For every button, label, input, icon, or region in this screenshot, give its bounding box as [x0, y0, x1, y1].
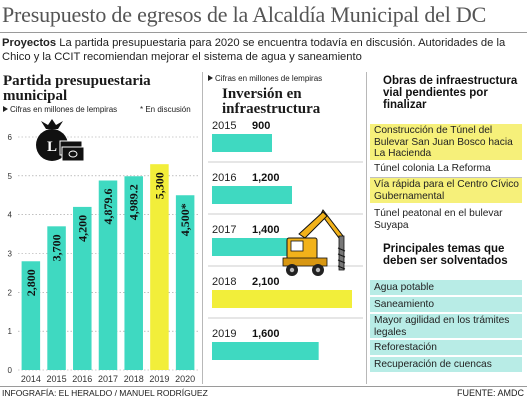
column-divider-left — [202, 72, 203, 384]
investment-bar — [212, 186, 292, 204]
bar — [124, 176, 143, 370]
topic-item: Recuperación de cuencas — [370, 357, 522, 372]
year-label: 2015 — [212, 120, 236, 132]
intro-paragraph: Proyectos La partida presupuestaria para… — [2, 36, 525, 64]
y-tick-label: 4 — [8, 211, 13, 220]
excavator-icon — [282, 209, 346, 276]
value-label: 1,600 — [252, 328, 280, 340]
bar-data-label: 4,500* — [178, 203, 192, 236]
left-subtitle-text: Cifras en millones de lempiras — [10, 105, 118, 114]
y-tick-label: 0 — [8, 366, 13, 375]
bar-data-label: 2,800 — [24, 269, 38, 296]
x-tick-label: 2014 — [21, 374, 41, 384]
triangle-bullet-icon — [208, 75, 213, 81]
bar — [73, 206, 92, 370]
title-divider — [0, 32, 527, 33]
value-label: 900 — [252, 120, 270, 132]
investment-bar — [212, 238, 306, 256]
budget-bar-chart: 0 1 2 3 4 5 6 L 2,800 2014 3,700 2015 4,200 2016 4,8… — [8, 119, 198, 384]
middle-chart-title: Inversión en infraestructura — [222, 86, 321, 117]
pending-item: Vía rápida para el Centro Cívico Guberna… — [370, 178, 522, 203]
bar-chart-bars: 2,800 2014 3,700 2015 4,200 2016 4,879.6 2017 4,… — [21, 164, 195, 384]
year-label: 2017 — [212, 224, 236, 236]
x-tick-label: 2015 — [47, 374, 67, 384]
middle-subtitle-text: Cifras en millones de lempiras — [215, 74, 323, 83]
topics-title: Principales temas que deben ser solventa… — [383, 243, 508, 267]
bar — [175, 195, 195, 370]
column-divider-right — [366, 72, 367, 384]
y-tick-label: 6 — [8, 133, 13, 142]
year-label: 2018 — [212, 276, 236, 288]
bar — [21, 261, 41, 370]
year-label: 2016 — [212, 172, 236, 184]
year-label: 2019 — [212, 328, 236, 340]
money-bag-icon: L — [36, 119, 85, 162]
value-label: 1,400 — [252, 224, 280, 236]
y-tick-label: 5 — [8, 172, 13, 181]
x-tick-label: 2020 — [175, 374, 195, 384]
left-chart-note: * En discusión — [140, 105, 191, 114]
bar-chart-grid: 0 1 2 3 4 5 6 — [8, 133, 198, 375]
x-tick-label: 2018 — [124, 374, 144, 384]
y-tick-label: 2 — [8, 288, 13, 297]
y-tick-label: 3 — [8, 250, 13, 259]
svg-text:L: L — [47, 139, 57, 155]
intro-text: La partida presupuestaria para 2020 se e… — [2, 37, 506, 63]
value-label: 2,100 — [252, 276, 280, 288]
source-text: FUENTE: AMDC — [456, 388, 524, 398]
x-tick-label: 2017 — [98, 374, 118, 384]
x-tick-label: 2019 — [149, 374, 169, 384]
pending-item: Túnel peatonal en el bulevar Suyapa — [374, 208, 503, 231]
credit-text: INFOGRAFÍA: EL HERALDO / MANUEL RODRÍGUE… — [2, 388, 208, 398]
x-tick-label: 2016 — [72, 374, 92, 384]
value-label: 1,200 — [252, 172, 280, 184]
topic-item: Reforestación — [370, 340, 522, 355]
investment-bar — [212, 134, 272, 152]
bar — [98, 180, 118, 370]
intro-bold: Proyectos — [2, 37, 57, 49]
topic-item: Mayor agilidad en los trámites legales — [370, 314, 522, 338]
bar — [150, 164, 169, 370]
bar-data-label: 4,989.2 — [127, 184, 141, 220]
investment-bars: 2015 900 2016 1,200 2017 1,400 2018 2,100 2019 1,… — [208, 120, 363, 360]
triangle-bullet-icon — [3, 106, 8, 112]
topic-item: Saneamiento — [370, 297, 522, 312]
left-chart-subtitle: Cifras en millones de lempiras — [3, 105, 117, 114]
bar-data-label: 5,300 — [152, 172, 166, 199]
bar-data-label: 3,700 — [50, 234, 64, 261]
bar-data-label: 4,200 — [75, 215, 89, 242]
page-title: Presupuesto de egresos de la Alcaldía Mu… — [2, 2, 487, 27]
footer-divider — [0, 386, 527, 387]
y-tick-label: 1 — [8, 327, 13, 336]
left-chart-title: Partida presupuestaria municipal — [3, 73, 151, 104]
bar-data-label: 4,879.6 — [101, 189, 115, 225]
pending-item: Construcción de Túnel del Bulevar San Ju… — [370, 124, 522, 160]
pending-works-title: Obras de infraestructura vial pendientes… — [383, 75, 518, 111]
investment-bar-chart: 2015 900 2016 1,200 2017 1,400 2018 2,100 2019 1,… — [208, 120, 363, 360]
investment-bar — [212, 290, 352, 308]
topic-item: Agua potable — [370, 280, 522, 295]
investment-bar — [212, 342, 319, 360]
list-separator — [370, 177, 522, 178]
middle-chart-subtitle: Cifras en millones de lempiras — [208, 74, 322, 83]
pending-item: Túnel colonia La Reforma — [374, 163, 491, 174]
bar — [47, 226, 66, 370]
